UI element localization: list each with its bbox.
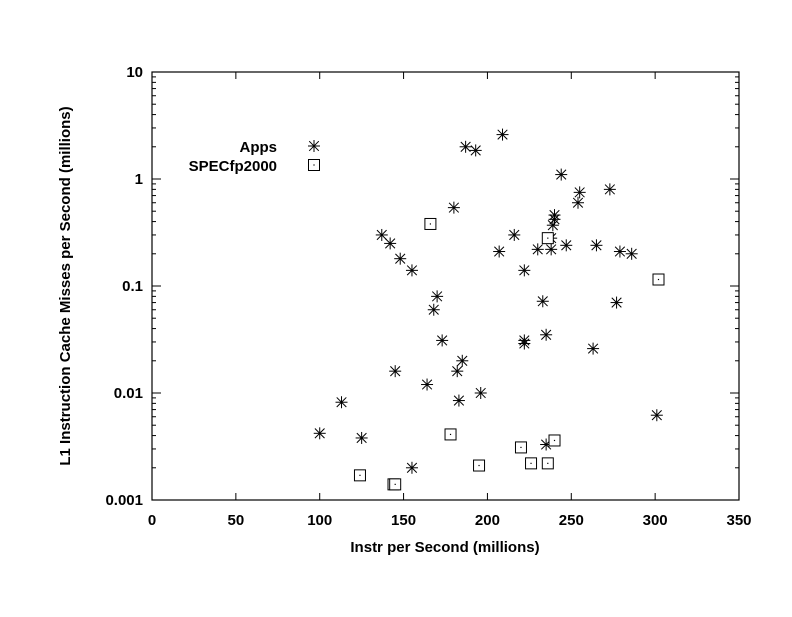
point-apps <box>546 219 559 232</box>
legend-square-icon <box>308 159 320 171</box>
point-specfp2000 <box>541 457 554 470</box>
point-apps <box>469 144 482 157</box>
point-specfp2000 <box>548 434 561 447</box>
point-specfp2000 <box>473 459 486 472</box>
point-specfp2000 <box>424 217 437 230</box>
point-apps <box>518 334 531 347</box>
point-apps <box>456 354 469 367</box>
point-specfp2000 <box>525 457 538 470</box>
point-apps <box>389 365 402 378</box>
point-apps <box>394 252 407 265</box>
point-apps <box>421 378 434 391</box>
point-apps <box>613 245 626 258</box>
point-apps <box>540 328 553 341</box>
point-apps <box>590 239 603 252</box>
legend-label-apps: Apps <box>240 139 278 156</box>
point-specfp2000 <box>541 232 554 245</box>
point-apps <box>313 427 326 440</box>
point-apps <box>650 409 663 422</box>
x-tick-label: 100 <box>307 512 332 529</box>
y-tick-label: 0.1 <box>122 278 143 295</box>
point-apps <box>451 365 464 378</box>
x-tick-label: 50 <box>228 512 245 529</box>
data-points <box>313 128 665 491</box>
point-apps <box>496 128 509 141</box>
legend: Apps SPECfp2000 <box>189 139 320 175</box>
point-apps <box>474 387 487 399</box>
point-specfp2000 <box>514 441 527 454</box>
y-tick-label: 10 <box>126 64 143 81</box>
x-tick-label: 350 <box>726 512 751 529</box>
legend-marker-apps <box>308 140 320 152</box>
point-apps <box>493 245 506 258</box>
point-apps <box>508 228 521 241</box>
point-apps <box>459 140 472 153</box>
point-apps <box>587 342 600 355</box>
y-tick-label: 0.01 <box>114 385 143 402</box>
x-tick-label: 250 <box>559 512 584 529</box>
point-specfp2000 <box>652 273 665 286</box>
x-tick-label: 150 <box>391 512 416 529</box>
legend-asterisk-icon <box>308 140 320 152</box>
point-apps <box>536 295 549 308</box>
point-apps <box>405 461 418 474</box>
point-specfp2000 <box>353 469 366 482</box>
point-apps <box>555 168 568 181</box>
legend-label-specfp2000: SPECfp2000 <box>189 158 277 175</box>
x-tick-label: 200 <box>475 512 500 529</box>
point-apps <box>518 264 531 277</box>
point-apps <box>573 186 586 199</box>
point-apps <box>452 394 465 407</box>
y-tick-label: 1 <box>135 171 143 188</box>
x-tick-label: 0 <box>148 512 156 529</box>
point-apps <box>545 243 558 256</box>
y-axis-title: L1 Instruction Cache Misses per Second (… <box>57 106 74 465</box>
point-apps <box>447 201 460 214</box>
point-apps <box>436 334 449 347</box>
point-apps <box>560 239 573 252</box>
point-apps <box>427 303 440 316</box>
point-apps <box>375 228 388 241</box>
point-apps <box>335 396 348 409</box>
legend-marker-specfp2000 <box>308 159 320 171</box>
point-apps <box>384 237 397 250</box>
point-apps <box>405 264 418 277</box>
x-tick-label: 300 <box>643 512 668 529</box>
point-apps <box>571 196 584 209</box>
point-specfp2000 <box>389 478 402 491</box>
point-apps <box>625 247 638 260</box>
point-specfp2000 <box>444 428 457 441</box>
y-tick-label: 0.001 <box>105 492 143 509</box>
point-apps <box>431 290 444 303</box>
x-axis-title: Instr per Second (millions) <box>350 539 539 556</box>
x-axis: 0 50 100 150 200 250 300 350 <box>148 72 752 529</box>
point-apps <box>603 183 616 196</box>
point-apps <box>355 431 368 444</box>
y-axis: 0.001 0.01 0.1 1 10 <box>105 64 739 509</box>
point-apps <box>531 243 544 256</box>
point-apps <box>610 296 623 309</box>
